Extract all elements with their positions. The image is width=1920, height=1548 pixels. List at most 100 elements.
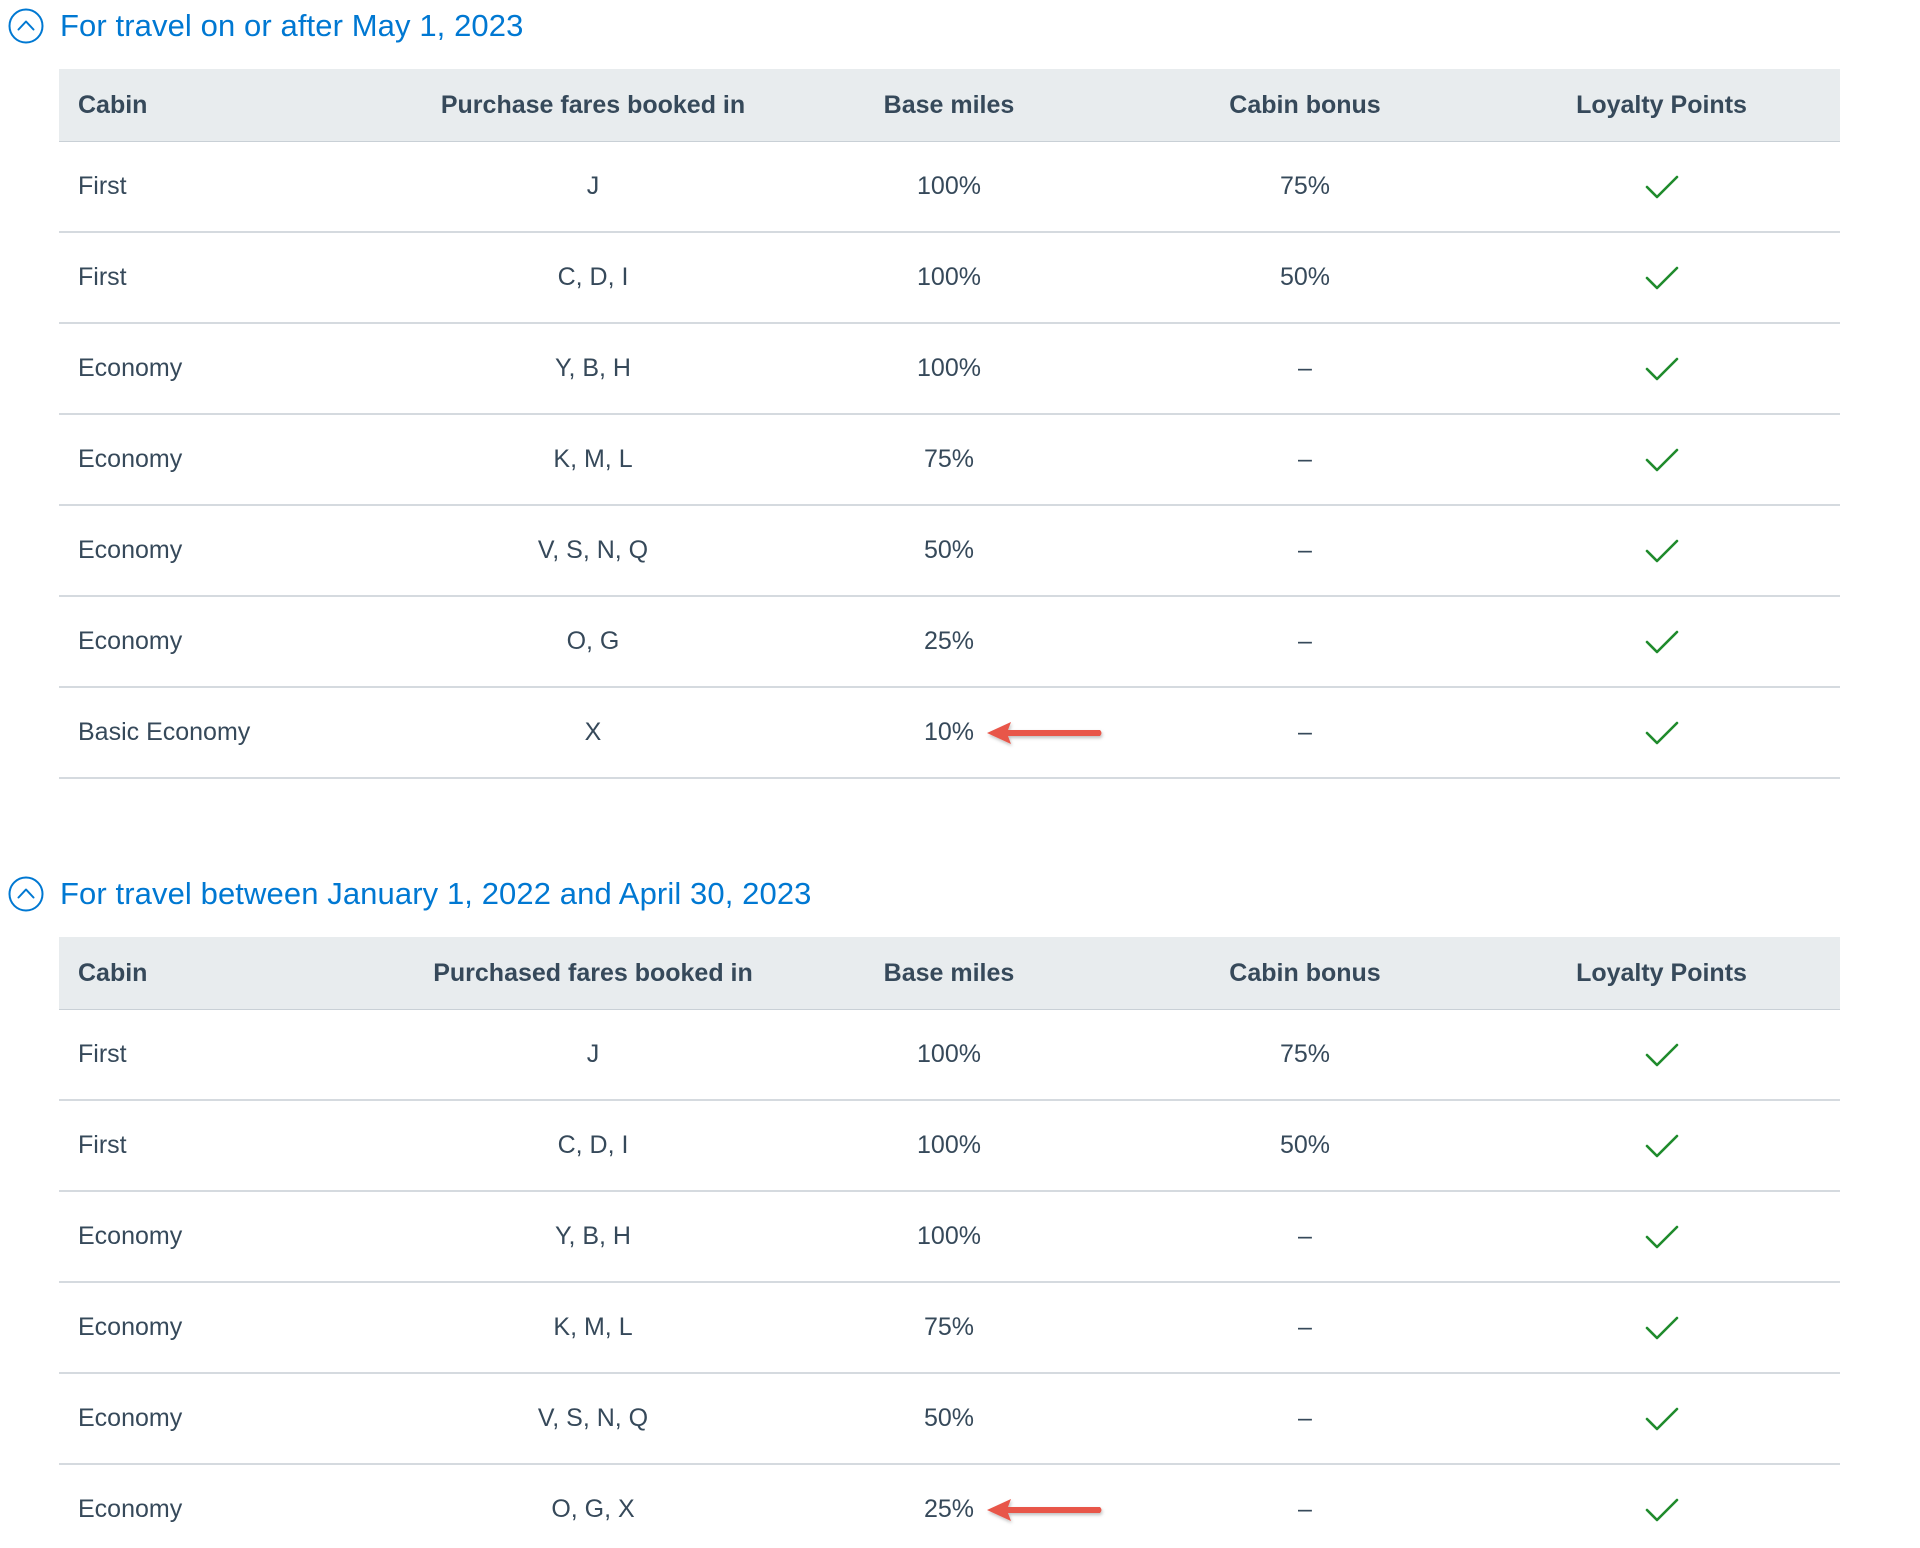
cabin-bonus-cell: 75% [1279, 1040, 1331, 1068]
cabin-bonus-cell: – [1298, 536, 1312, 564]
base-miles-cell: 100% [917, 354, 981, 382]
base-miles-cell: 50% [923, 1404, 975, 1432]
cabin-bonus-cell: – [1298, 627, 1312, 655]
check-icon [1644, 537, 1680, 565]
table-row: First C, D, I 100% 50% [59, 1101, 1840, 1192]
table-header: Cabin Purchased fares booked in Base mil… [59, 937, 1840, 1010]
loyalty-points-cell [1483, 627, 1840, 656]
fares-cell: K, M, L [553, 1313, 633, 1341]
column-header-base-miles: Base miles [883, 90, 1015, 119]
cabin-cell: Economy [78, 1495, 183, 1523]
cabin-cell: Economy [78, 1404, 183, 1432]
cabin-bonus-cell: – [1298, 445, 1312, 473]
fares-cell: C, D, I [557, 263, 629, 291]
cabin-cell: Economy [78, 1313, 183, 1341]
cabin-cell: Economy [78, 1222, 183, 1250]
fares-cell: C, D, I [557, 1131, 629, 1159]
loyalty-points-cell [1483, 1222, 1840, 1251]
loyalty-points-cell [1483, 1495, 1840, 1524]
fares-cell: O, G [566, 627, 620, 655]
cabin-cell: Economy [78, 536, 183, 564]
table-row: Basic Economy X 10% [59, 688, 1840, 779]
check-icon [1644, 355, 1680, 383]
chevron-up-circle-icon[interactable] [8, 876, 44, 912]
base-miles-cell: 100% [917, 263, 981, 291]
cabin-bonus-cell: 50% [1279, 263, 1331, 291]
column-header-base-miles: Base miles [883, 958, 1015, 987]
table-row: Economy V, S, N, Q 50% – [59, 1374, 1840, 1465]
base-miles-cell: 100% [917, 1131, 981, 1159]
check-icon [1644, 1041, 1680, 1069]
section-toggle[interactable]: For travel between January 1, 2022 and A… [8, 874, 812, 914]
cabin-cell: First [78, 1040, 127, 1068]
cabin-bonus-cell: – [1298, 1313, 1312, 1341]
fares-cell: J [586, 172, 600, 200]
column-header-cabin-bonus: Cabin bonus [1229, 90, 1381, 119]
cabin-bonus-cell: – [1298, 1222, 1312, 1250]
loyalty-points-cell [1483, 718, 1840, 747]
earning-table: Cabin Purchase fares booked in Base mile… [59, 69, 1840, 779]
base-miles-cell: 75% [923, 445, 975, 473]
loyalty-points-cell [1483, 1404, 1840, 1433]
table-row: First J 100% 75% [59, 1010, 1840, 1101]
table-row: Economy Y, B, H 100% – [59, 324, 1840, 415]
cabin-bonus-cell: – [1298, 1404, 1312, 1432]
section-title[interactable]: For travel on or after May 1, 2023 [60, 8, 524, 43]
section-toggle[interactable]: For travel on or after May 1, 2023 [8, 6, 523, 46]
fares-cell: X [584, 718, 602, 746]
table-row: Economy V, S, N, Q 50% – [59, 506, 1840, 597]
cabin-cell: Economy [78, 354, 183, 382]
base-miles-cell: 50% [923, 536, 975, 564]
table-row: Economy O, G, X 25% [59, 1465, 1840, 1548]
base-miles-value: 10% [923, 718, 975, 746]
fares-cell: K, M, L [553, 445, 633, 473]
table-row: Economy K, M, L 75% – [59, 415, 1840, 506]
cabin-cell: Economy [78, 627, 183, 655]
loyalty-points-cell [1483, 263, 1840, 292]
earning-table: Cabin Purchased fares booked in Base mil… [59, 937, 1840, 1548]
column-header-fares: Purchase fares booked in [440, 90, 746, 119]
fares-cell: Y, B, H [555, 1222, 631, 1250]
fares-cell: O, G, X [551, 1495, 635, 1523]
table-header: Cabin Purchase fares booked in Base mile… [59, 69, 1840, 142]
base-miles-cell: 25% [923, 627, 975, 655]
column-header-cabin: Cabin [78, 958, 148, 987]
column-header-loyalty-points: Loyalty Points [1576, 90, 1747, 119]
loyalty-points-cell [1483, 445, 1840, 474]
loyalty-points-cell [1483, 172, 1840, 201]
base-miles-cell: 25% [771, 1495, 1127, 1524]
cabin-cell: First [78, 1131, 127, 1159]
check-icon [1644, 1405, 1680, 1433]
loyalty-points-cell [1483, 536, 1840, 565]
loyalty-points-cell [1483, 1040, 1840, 1069]
cabin-bonus-cell: 75% [1279, 172, 1331, 200]
check-icon [1644, 719, 1680, 747]
check-icon [1644, 173, 1680, 201]
cabin-bonus-cell: – [1298, 718, 1312, 746]
cabin-cell: First [78, 172, 127, 200]
column-header-cabin: Cabin [78, 90, 148, 119]
table-row: Economy K, M, L 75% – [59, 1283, 1840, 1374]
cabin-cell: First [78, 263, 127, 291]
base-miles-cell: 100% [917, 1222, 981, 1250]
base-miles-value: 25% [923, 1495, 975, 1523]
check-icon [1644, 1223, 1680, 1251]
table-row: First J 100% 75% [59, 142, 1840, 233]
section-title[interactable]: For travel between January 1, 2022 and A… [60, 876, 812, 911]
cabin-cell: Basic Economy [78, 718, 251, 746]
loyalty-points-cell [1483, 1313, 1840, 1342]
base-miles-cell: 10% [771, 718, 1127, 747]
fares-cell: V, S, N, Q [537, 1404, 649, 1432]
loyalty-points-cell [1483, 354, 1840, 383]
check-icon [1644, 628, 1680, 656]
table-row: First C, D, I 100% 50% [59, 233, 1840, 324]
cabin-bonus-cell: – [1298, 354, 1312, 382]
chevron-up-circle-icon[interactable] [8, 8, 44, 44]
check-icon [1644, 1496, 1680, 1524]
cabin-bonus-cell: 50% [1279, 1131, 1331, 1159]
cabin-bonus-cell: – [1298, 1495, 1312, 1523]
column-header-loyalty-points: Loyalty Points [1576, 958, 1747, 987]
column-header-fares: Purchased fares booked in [433, 958, 753, 987]
table-row: Economy Y, B, H 100% – [59, 1192, 1840, 1283]
red-arrow-icon [983, 1494, 1107, 1526]
